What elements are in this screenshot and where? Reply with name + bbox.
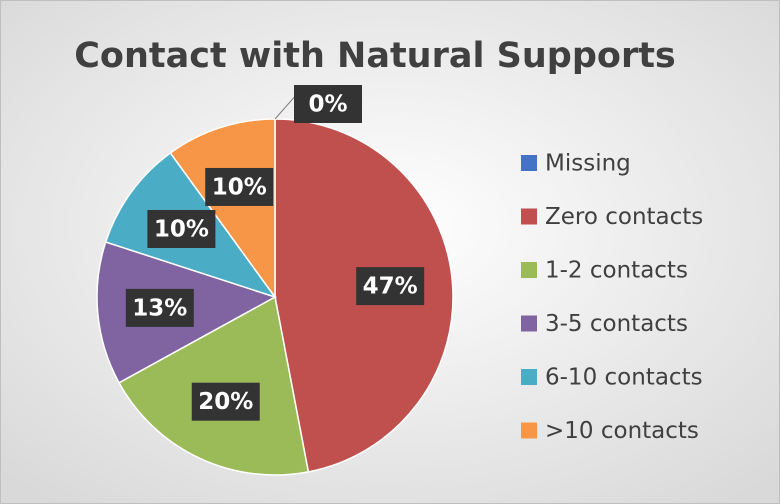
data-label: 10% [212,174,267,200]
data-label-box [125,288,194,327]
legend-label: 1-2 contacts [545,258,688,284]
legend-swatch [521,369,537,385]
data-label: 13% [132,295,187,321]
legend-swatch [521,315,537,332]
data-label: 10% [154,216,209,242]
legend-label: Zero contacts [545,204,703,230]
data-label-box [191,382,260,421]
data-label-box [356,267,425,306]
legend-swatch [521,262,537,278]
data-label-box [205,167,274,206]
data-label-box [294,85,362,123]
data-label: 20% [198,389,253,415]
legend-label: 3-5 contacts [545,311,688,337]
legend-label: >10 contacts [545,418,699,444]
chart-title: Contact with Natural Supports [74,36,676,76]
data-label-box [147,209,216,248]
legend-label: 6-10 contacts [545,365,703,391]
data-label: 47% [363,274,418,300]
legend-label: Missing [545,151,631,177]
legend-swatch [521,155,537,171]
pie-slice [169,118,276,300]
legend-swatch [521,422,537,439]
data-label: 0% [308,92,347,118]
legend-swatch [521,208,537,225]
